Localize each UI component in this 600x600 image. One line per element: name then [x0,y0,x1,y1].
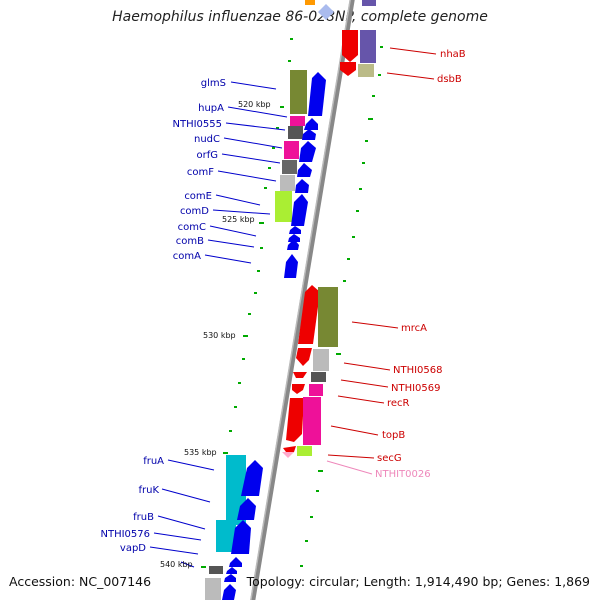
leader-lines-right [327,47,437,459]
topology-text: Topology: circular; Length: 1,914,490 bp… [246,574,590,589]
gene-label-nudC[interactable]: nudC [194,134,220,145]
gene-label-comC[interactable]: comC [178,222,206,233]
gene-label-fruK[interactable]: fruK [138,485,159,496]
tick-marks [201,38,383,568]
plus-strand-genes-1 [284,72,326,278]
kbp-label: 520 kbp [238,100,271,109]
kbp-label: 530 kbp [203,331,236,340]
gene-label-fruA[interactable]: fruA [143,456,164,467]
leader-lines-left [149,81,288,568]
gene-glmS [290,70,307,114]
gene-label-vapD[interactable]: vapD [120,543,146,554]
gene-dsbB [358,64,374,77]
gene-label-NTHI0568[interactable]: NTHI0568 [393,365,443,376]
genome-backbone [250,0,355,600]
plus-strand-genes-2 [222,460,263,600]
map-title: Haemophilus influenzae 86-028NP, complet… [112,9,488,25]
gene-label-comA[interactable]: comA [173,251,201,262]
gene-label-NTHIT0026[interactable]: NTHIT0026 [375,469,431,480]
gene-label-NTHI0576[interactable]: NTHI0576 [100,529,150,540]
gene-recR [309,384,323,396]
gene-label-secG[interactable]: secG [377,453,402,464]
gene-label-nhaB[interactable]: nhaB [440,49,466,60]
gene-label-hupA[interactable]: hupA [198,103,224,114]
gene-topB [303,397,321,445]
kbp-label: 535 kbp [184,448,217,457]
gene-label-dsbB[interactable]: dsbB [437,74,462,85]
gene-label-glmS[interactable]: glmS [201,78,226,89]
accession-text: Accession: NC_007146 [9,574,152,589]
kbp-label: 525 kbp [222,215,255,224]
gene-label-mrcA[interactable]: mrcA [401,323,427,334]
gene-label-comB[interactable]: comB [176,236,204,247]
gene-label-comF[interactable]: comF [187,167,214,178]
gene-red-arrow [340,62,356,76]
gene-NTHI0569 [311,372,326,382]
gene-mrcA-red [298,285,320,344]
gene-label-comD[interactable]: comD [180,206,209,217]
kbp-label: 540 kbp [160,560,193,569]
gene-mrcA [318,287,338,347]
gene-secG [297,446,312,456]
gene-NTHI0568 [313,349,329,371]
gene-nhaB [360,30,376,63]
gene-label-recR[interactable]: recR [387,398,410,409]
gene-label-comE[interactable]: comE [184,191,212,202]
gene-label-NTHI0555[interactable]: NTHI0555 [172,119,222,130]
gene-label-orfG[interactable]: orfG [197,150,219,161]
gene-label-fruB[interactable]: fruB [133,512,154,523]
gene-label-topB[interactable]: topB [382,430,405,441]
gene-nhaB-red [342,30,358,62]
gene-label-NTHI0569[interactable]: NTHI0569 [391,383,441,394]
